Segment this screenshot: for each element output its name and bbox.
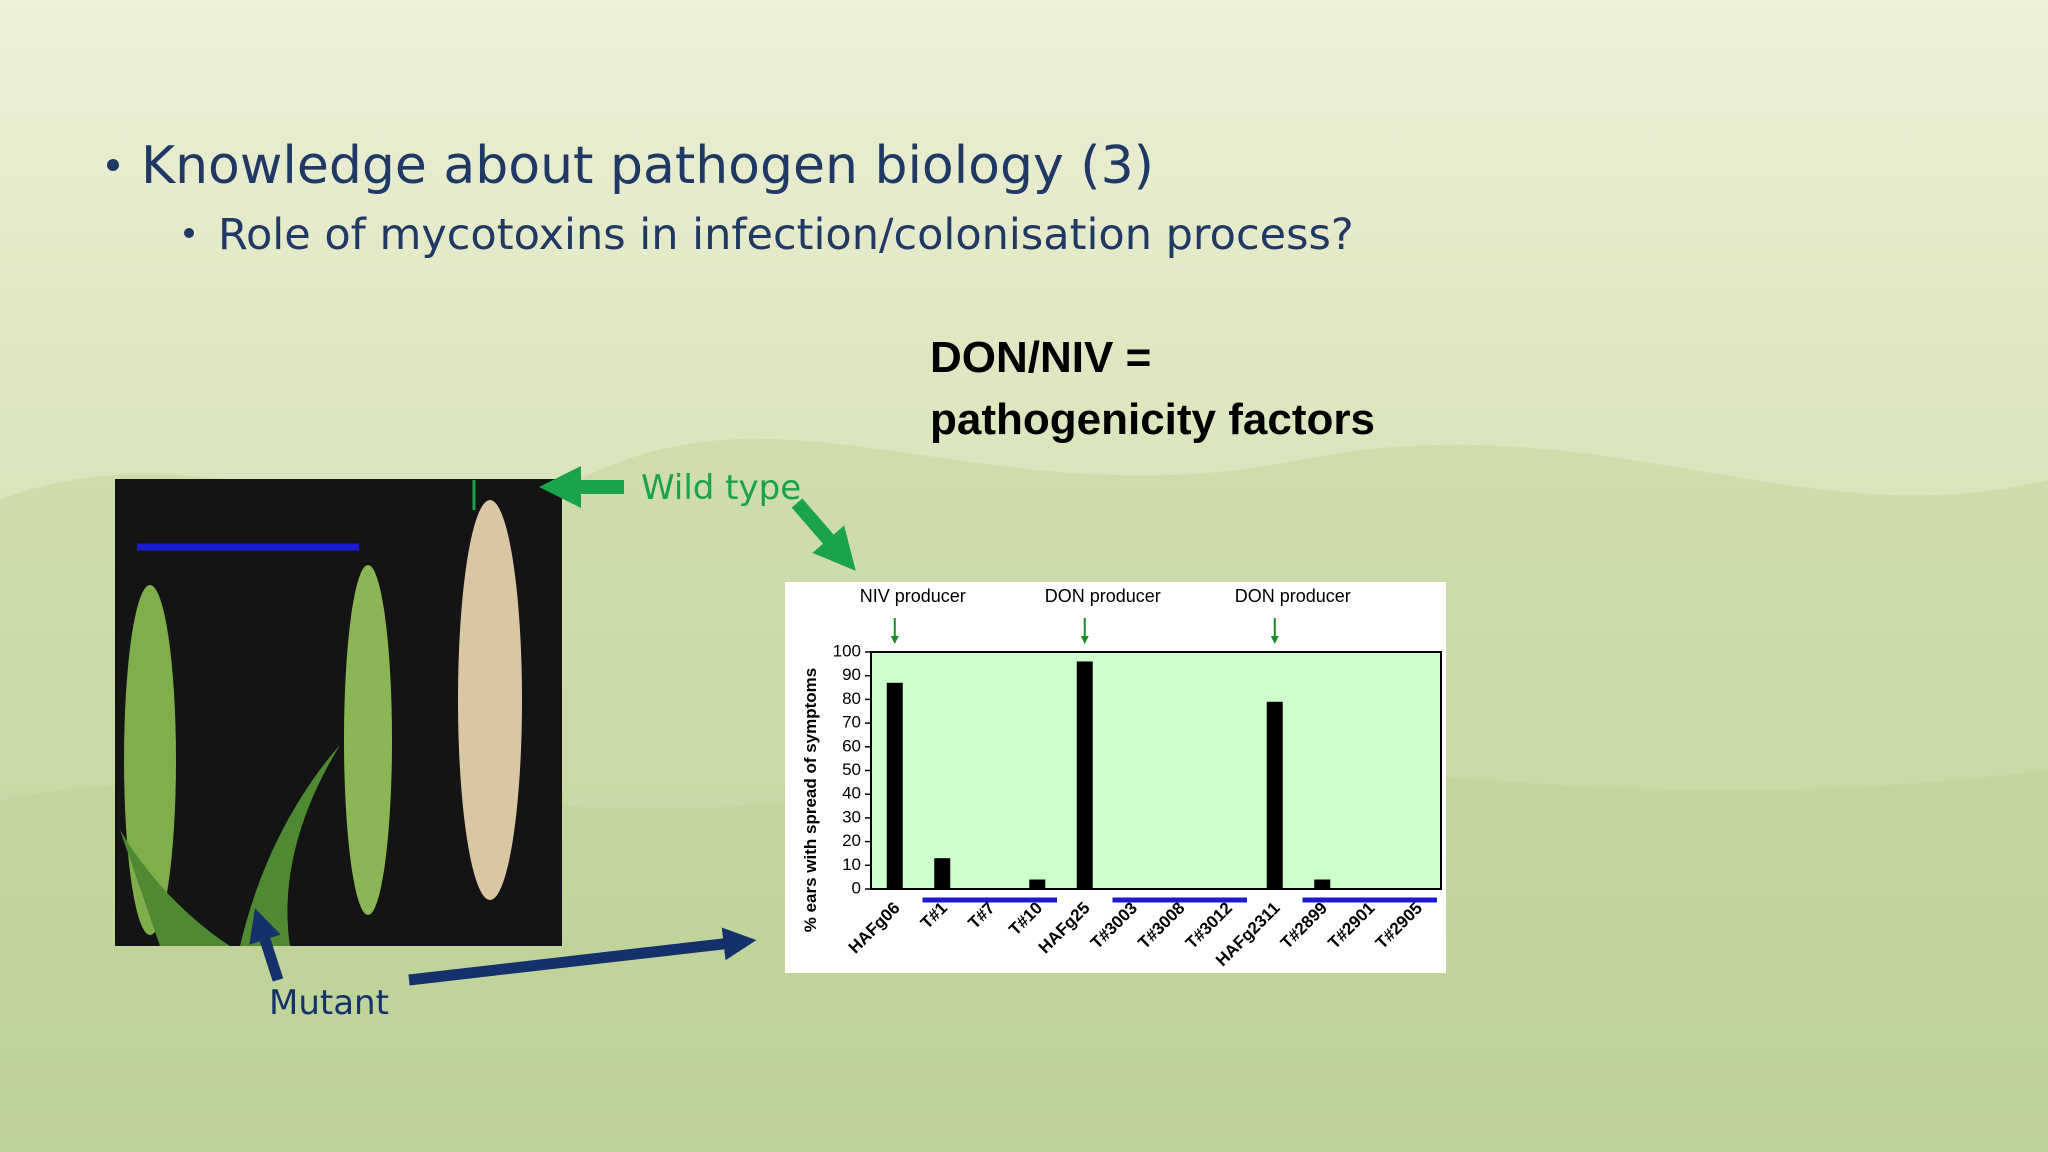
- bar: [886, 682, 903, 889]
- photo: [115, 479, 562, 946]
- y-tick-label: 0: [852, 878, 861, 897]
- annotation: NIV producer: [860, 586, 966, 606]
- sub-bullet: Role of mycotoxins in infection/colonisa…: [218, 210, 1354, 260]
- bar: [1076, 661, 1093, 889]
- y-tick-label: 60: [842, 736, 861, 755]
- y-tick-label: 10: [842, 855, 861, 874]
- annotation: DON producer: [1235, 586, 1351, 606]
- plot-area: [870, 651, 1442, 890]
- arrow: [408, 927, 757, 986]
- bar: [1266, 701, 1283, 889]
- annotation: DON producer: [1045, 586, 1161, 606]
- mutant-label: Mutant: [269, 983, 389, 1023]
- y-tick-label: 100: [833, 641, 861, 660]
- bar: [1029, 879, 1046, 889]
- bar: [1314, 879, 1331, 889]
- bullet: Knowledge about pathogen biology (3): [141, 136, 1154, 196]
- callout: pathogenicity factors: [930, 395, 1375, 444]
- y-tick-label: 20: [842, 831, 861, 850]
- y-tick-label: 40: [842, 784, 861, 803]
- y-axis-label: % ears with spread of symptoms: [801, 668, 820, 933]
- wild-type-label: Wild type: [641, 468, 801, 508]
- y-tick-label: 30: [842, 807, 861, 826]
- y-tick-label: 50: [842, 760, 861, 779]
- chart: 0 10 20 30 40 50 60 70 80 90 100 % ears with spread…: [785, 582, 1446, 973]
- y-tick-label: 80: [842, 689, 861, 708]
- bullet-dot: [107, 159, 119, 171]
- arrow: [249, 908, 284, 982]
- y-tick-label: 70: [842, 713, 861, 732]
- bar: [934, 858, 951, 889]
- bullet-dot: [184, 228, 194, 238]
- callout: DON/NIV =: [930, 333, 1151, 382]
- y-tick-label: 90: [842, 665, 861, 684]
- arrow: [791, 498, 856, 571]
